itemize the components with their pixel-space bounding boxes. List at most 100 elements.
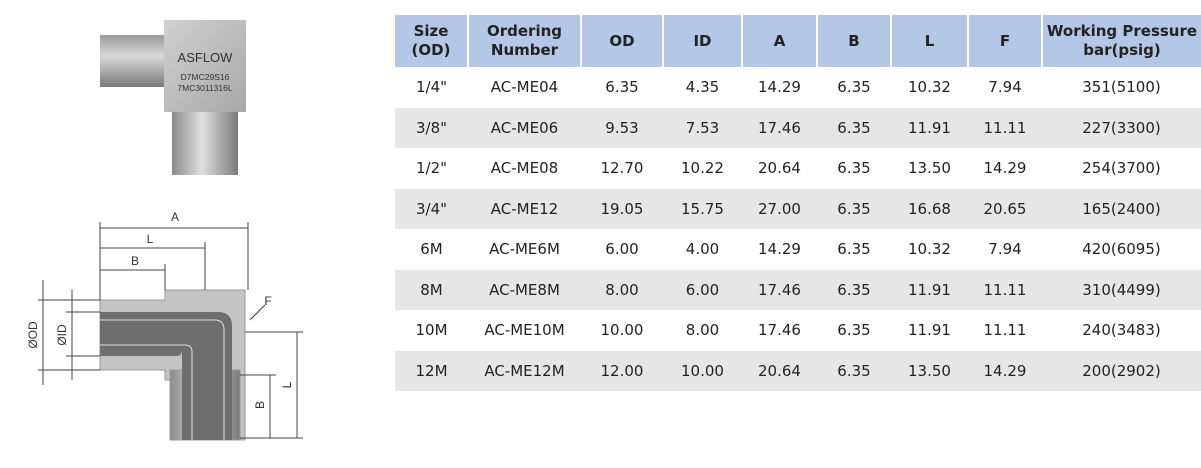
table-cell: AC-ME6M xyxy=(489,240,560,259)
table-cell: 8M xyxy=(395,269,468,310)
table-cell: 7.94 xyxy=(988,78,1022,97)
table-cell: 12M xyxy=(395,350,468,391)
dim-label: B xyxy=(253,401,267,409)
dim-label: ØID xyxy=(55,324,69,346)
header-line: B xyxy=(848,31,860,50)
table-row: 3/4" AC-ME12 19.05 15.75 27.00 6.35 16.68 20.65… xyxy=(395,188,1201,229)
table-row: 1/2" AC-ME08 12.70 10.22 20.64 6.35 13.50 14.29… xyxy=(395,148,1201,189)
table-cell: 6.35 xyxy=(817,188,891,229)
table-cell: 13.50 xyxy=(908,159,951,178)
column-header: ID xyxy=(662,15,742,67)
table-cell: 15.75 xyxy=(663,188,742,229)
header-line: bar(psig) xyxy=(1083,41,1161,59)
dim-label: A xyxy=(171,210,179,224)
table-cell: AC-ME10M xyxy=(484,321,565,340)
dim-label: L xyxy=(280,381,294,388)
table-cell: 351(5100) xyxy=(1082,78,1161,97)
table-cell: 6.35 xyxy=(837,159,871,178)
column-header: B xyxy=(816,15,891,67)
header-line: Number xyxy=(490,41,559,59)
product-figure: ASFLOW D7MC29S16 7MC3011316L A L B F ØOD… xyxy=(26,20,303,441)
tube-left xyxy=(100,35,166,87)
table-cell: 19.05 xyxy=(581,188,663,229)
header-line: Working Pressure xyxy=(1046,22,1198,40)
header-row: Size (OD) Ordering Number OD ID A B L F Working Pr… xyxy=(395,15,1201,67)
table-cell: 6.35 xyxy=(817,107,891,148)
header-line: Ordering xyxy=(486,22,562,40)
table-cell: 11.11 xyxy=(968,269,1042,310)
table-cell: AC-ME8M xyxy=(468,269,581,310)
table-cell: 11.91 xyxy=(908,321,951,340)
table-cell: 254(3700) xyxy=(1082,159,1161,178)
table-cell: 17.46 xyxy=(742,107,817,148)
table-cell: 13.50 xyxy=(891,350,968,391)
table-cell: 11.11 xyxy=(968,107,1042,148)
drawing xyxy=(38,222,303,441)
table-cell: 165(2400) xyxy=(1042,188,1201,229)
dim-label: ØOD xyxy=(26,321,40,349)
table-cell: 20.65 xyxy=(968,188,1042,229)
table-cell: 4.35 xyxy=(685,78,720,97)
elbow-body xyxy=(164,20,246,112)
table-cell: 10.32 xyxy=(908,78,951,97)
table-cell: 8.00 xyxy=(581,269,663,310)
column-header: Size (OD) xyxy=(395,15,468,67)
header-line: Size xyxy=(413,22,449,40)
table-cell: 12.00 xyxy=(581,350,663,391)
table-cell: 10M xyxy=(415,321,448,340)
table-cell: 17.46 xyxy=(742,269,817,310)
table-cell: 7.53 xyxy=(663,107,742,148)
header-line: (OD) xyxy=(411,41,451,59)
table-cell: 10.00 xyxy=(663,350,742,391)
marking: 7MC3011316L xyxy=(177,83,232,93)
header-line: ID xyxy=(693,31,712,50)
table-cell: 11.11 xyxy=(983,321,1027,340)
table-cell: AC-ME06 xyxy=(468,107,581,148)
table-cell: 4.00 xyxy=(685,240,720,259)
column-header: Ordering Number xyxy=(467,15,581,67)
table-cell: 10.00 xyxy=(600,321,644,340)
table-cell: 12.70 xyxy=(600,159,644,178)
table-row: 10M AC-ME10M 10.00 8.00 17.46 6.35 11.91 11.11 2… xyxy=(395,310,1201,351)
marking: D7MC29S16 xyxy=(181,72,230,82)
table-cell: 3/4" xyxy=(395,188,468,229)
table-cell: 310(4499) xyxy=(1042,269,1201,310)
table-cell: 6.35 xyxy=(837,321,871,340)
table-cell: 6.35 xyxy=(837,78,871,97)
header-line: A xyxy=(773,31,786,50)
table-cell: 6.35 xyxy=(837,240,871,259)
table-cell: 10.32 xyxy=(908,240,951,259)
table-cell: 20.64 xyxy=(758,159,801,178)
dim-label: L xyxy=(147,232,154,246)
table-cell: 10.22 xyxy=(681,159,724,178)
dim-label: F xyxy=(264,294,271,308)
table-cell: 20.64 xyxy=(742,350,817,391)
column-header: F xyxy=(967,15,1042,67)
table-cell: 9.53 xyxy=(581,107,663,148)
table-cell: 14.29 xyxy=(968,350,1042,391)
table-row: 1/4" AC-ME04 6.35 4.35 14.29 6.35 10.32 7.94 351… xyxy=(395,67,1201,108)
spec-table: Size (OD) Ordering Number OD ID A B L F Working Pr… xyxy=(395,15,1201,391)
table-cell: 420(6095) xyxy=(1082,240,1161,259)
table-cell: AC-ME08 xyxy=(490,159,559,178)
table-row: 3/8" AC-ME06 9.53 7.53 17.46 6.35 11.91 11.11 22… xyxy=(395,107,1201,148)
table-cell: 6.35 xyxy=(605,78,639,97)
column-header: L xyxy=(890,15,968,67)
table-cell: 14.29 xyxy=(758,78,801,97)
column-header: Working Pressure bar(psig) xyxy=(1041,15,1201,67)
table-cell: 6.00 xyxy=(605,240,639,259)
table-cell: 6.35 xyxy=(817,269,891,310)
table-cell: 227(3300) xyxy=(1042,107,1201,148)
header-line: F xyxy=(999,31,1011,50)
column-header: A xyxy=(741,15,817,67)
table-cell: 17.46 xyxy=(758,321,801,340)
table-cell: AC-ME12 xyxy=(468,188,581,229)
table-row: 6M AC-ME6M 6.00 4.00 14.29 6.35 10.32 7.94 420(6… xyxy=(395,229,1201,270)
dim-label: B xyxy=(131,254,139,268)
table-cell: 3/8" xyxy=(395,107,468,148)
table-cell: AC-ME12M xyxy=(468,350,581,391)
column-header: OD xyxy=(580,15,663,67)
header-line: OD xyxy=(609,31,635,50)
brand: ASFLOW xyxy=(178,50,234,65)
